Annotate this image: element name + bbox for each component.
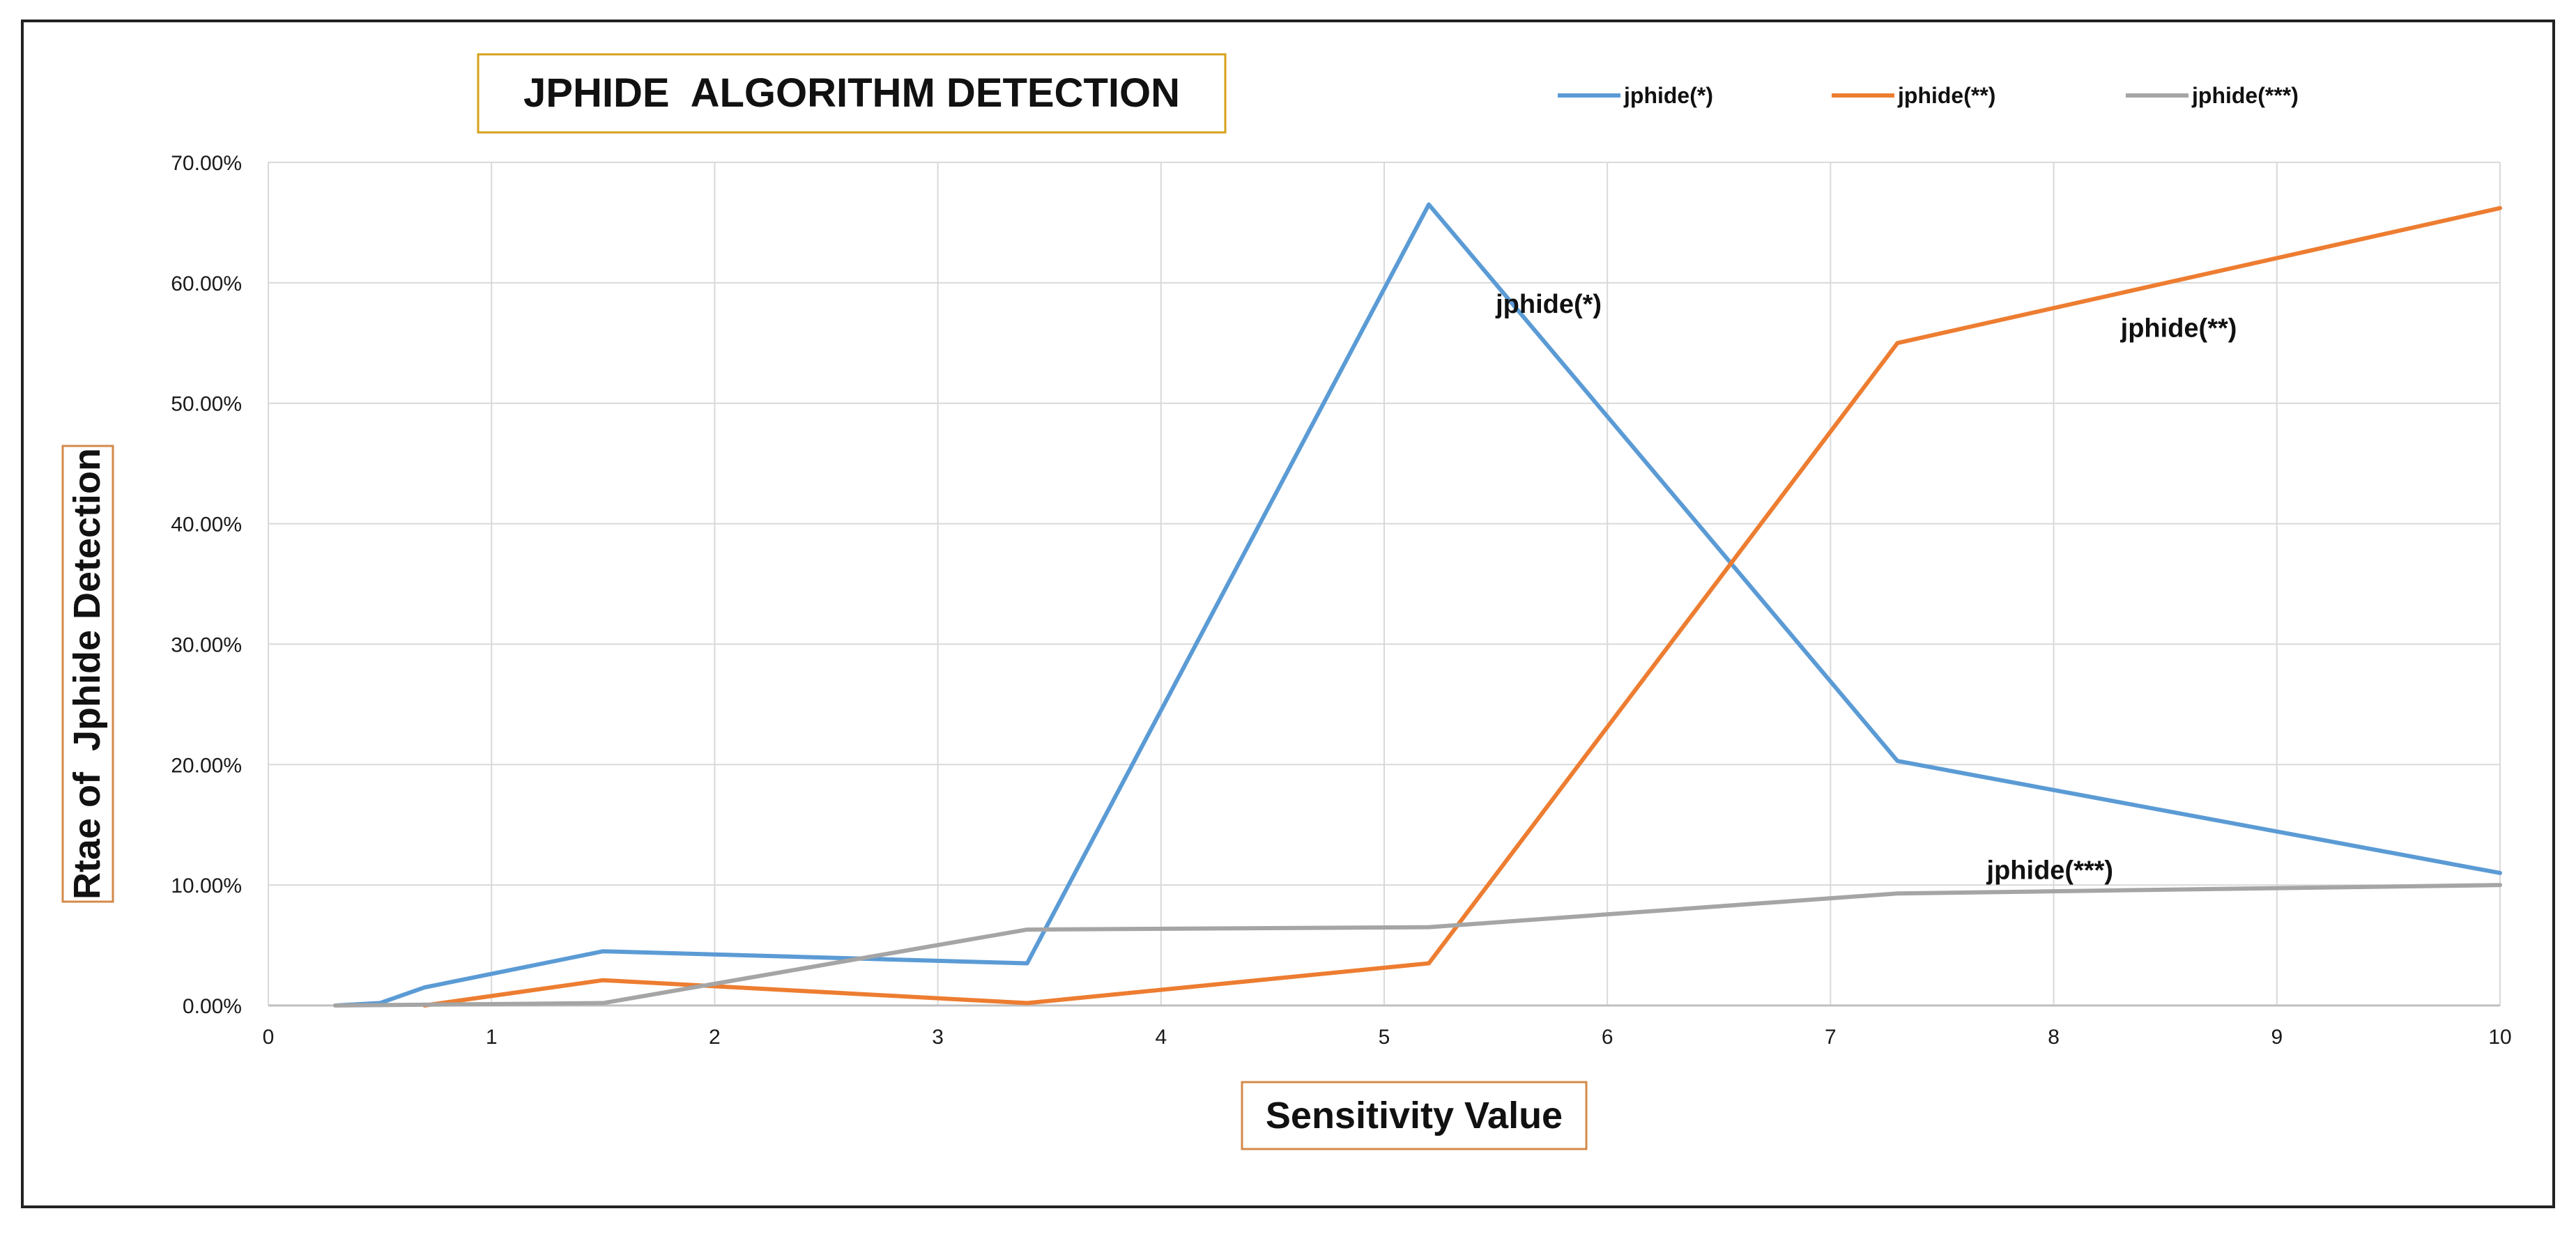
x-tick-label: 1 <box>486 1026 498 1049</box>
y-axis-title-box <box>61 445 114 903</box>
legend-label-2: jphide(**) <box>1897 83 1995 108</box>
x-tick-label: 8 <box>2048 1026 2060 1049</box>
series-line-1 <box>333 202 2502 1008</box>
axis-ticks: 0 1 2 3 4 5 6 7 8 9 10 0.00% 10.00% 20.00% 30.00% 40.00… <box>171 152 2511 1049</box>
y-tick-label: 30.00% <box>171 633 242 656</box>
y-tick-label: 50.00% <box>171 393 242 416</box>
series-annotation-3: jphide(***) <box>1986 856 2114 886</box>
x-axis-title: Sensitivity Value <box>1266 1095 1563 1136</box>
y-tick-label: 10.00% <box>171 874 242 897</box>
series-line-2 <box>422 206 2502 1008</box>
title-box <box>477 53 1227 134</box>
x-axis-title-box <box>1241 1081 1588 1150</box>
x-tick-label: 3 <box>932 1026 944 1049</box>
x-tick-label: 6 <box>1602 1026 1613 1049</box>
y-tick-label: 70.00% <box>171 152 242 175</box>
x-tick-label: 5 <box>1379 1026 1390 1049</box>
series-annotation-1: jphide(*) <box>1495 290 1602 319</box>
y-tick-label: 40.00% <box>171 514 242 537</box>
series-lines <box>333 202 2502 1008</box>
x-tick-label: 10 <box>2488 1026 2511 1049</box>
x-tick-label: 2 <box>709 1026 721 1049</box>
chart-frame <box>21 20 2555 1208</box>
x-tick-label: 0 <box>263 1026 275 1049</box>
y-tick-label: 0.00% <box>183 995 242 1018</box>
y-tick-label: 60.00% <box>171 272 242 295</box>
x-tick-label: 7 <box>1825 1026 1837 1049</box>
x-tick-label: 9 <box>2271 1026 2283 1049</box>
chart-title: JPHIDE ALGORITHM DETECTION <box>523 70 1180 116</box>
series-line-3 <box>333 883 2502 1008</box>
line-annotations: jphide(*) jphide(**) jphide(***) <box>1495 290 2237 885</box>
y-axis-title: Rtae of Jphide Detection <box>66 448 108 900</box>
series-annotation-2: jphide(**) <box>2120 314 2237 344</box>
legend-label-3: jphide(***) <box>2191 83 2299 108</box>
legend: jphide(*) jphide(**) jphide(***) <box>1558 83 2299 108</box>
legend-label-1: jphide(*) <box>1623 83 1713 108</box>
y-tick-label: 20.00% <box>171 754 242 777</box>
grid <box>268 162 2501 1007</box>
x-tick-label: 4 <box>1155 1026 1167 1049</box>
